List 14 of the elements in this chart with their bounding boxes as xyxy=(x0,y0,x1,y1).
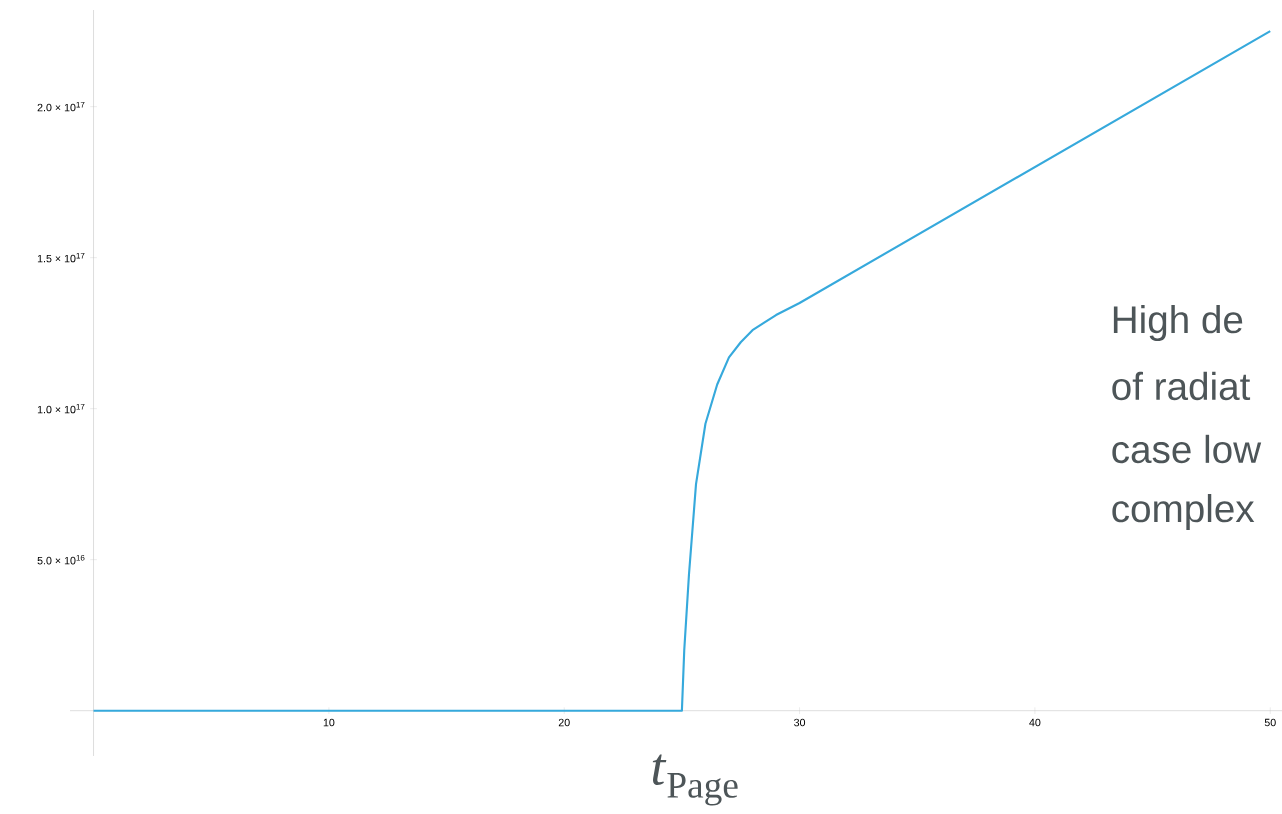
x-tick-label: 50 xyxy=(1264,718,1276,727)
x-axis-title: t$_{Page}$ xyxy=(652,754,738,806)
x-tick-label: 40 xyxy=(1029,718,1041,727)
annotation: High de xyxy=(1113,304,1243,342)
y-tick-label: 2.0 × 10$^{17}$ xyxy=(37,101,85,112)
x-tick-label: 10 xyxy=(323,718,335,727)
annotation: complex xyxy=(1112,493,1255,531)
x-tick-label: 20 xyxy=(558,718,570,727)
y-tick-label: 5.0 × 10$^{16}$ xyxy=(37,554,85,565)
y-tick-label: 1.0 × 10$^{17}$ xyxy=(37,403,85,414)
annotation: case low xyxy=(1112,434,1262,464)
y-tick-label: 1.5 × 10$^{17}$ xyxy=(37,252,85,263)
annotation: of radiat xyxy=(1112,371,1251,401)
x-tick-label: 30 xyxy=(794,718,806,727)
